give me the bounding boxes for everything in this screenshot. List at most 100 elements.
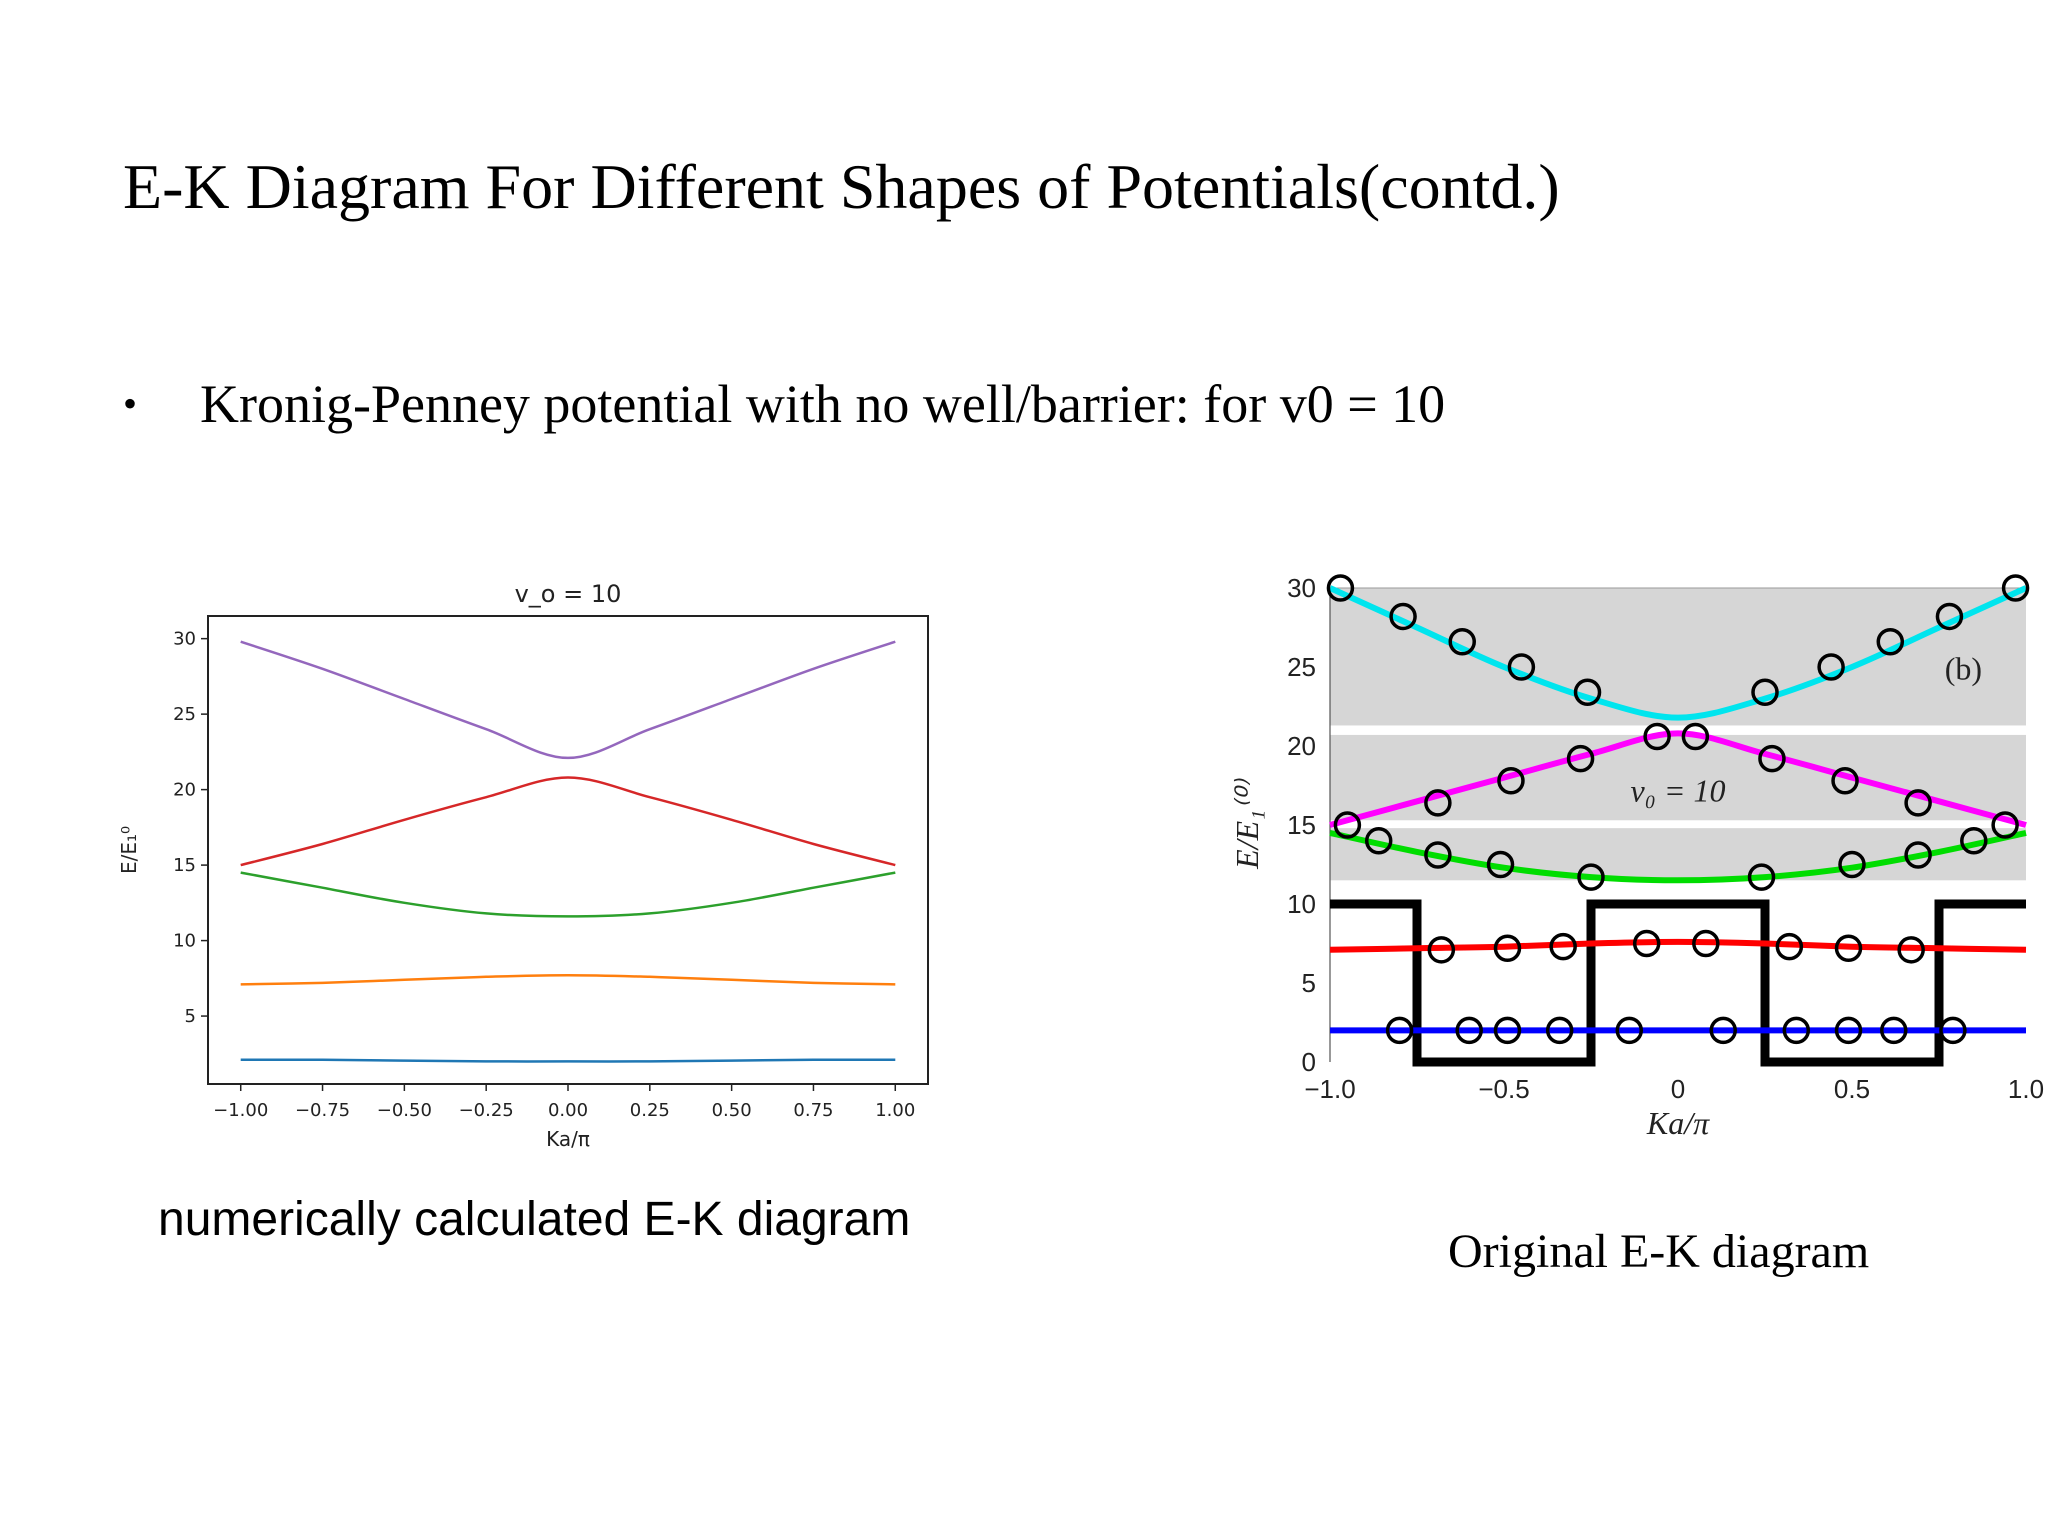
data-marker xyxy=(1549,932,1577,961)
data-marker xyxy=(1834,1016,1863,1045)
data-marker xyxy=(1758,744,1786,773)
allowed-band-2 xyxy=(1330,734,2026,821)
band-curve-5 xyxy=(1328,585,2028,721)
x-tick-label: 0.5 xyxy=(1834,1074,1870,1104)
y-tick-label: 25 xyxy=(1287,652,1316,682)
data-marker xyxy=(1427,936,1456,964)
data-marker xyxy=(1326,574,1355,602)
data-marker xyxy=(1782,1016,1811,1045)
original-ek-chart: −1.0 −0.5 0 0.5 1.0 0 5 10 15 20 25 30 Ka/π E/E₁⁽⁰⁾ (b… xyxy=(1229,573,2044,1141)
data-marker xyxy=(1493,1016,1522,1045)
bullet-symbol: • xyxy=(123,381,138,426)
x-tick-label: −0.75 xyxy=(295,1100,350,1121)
data-marker xyxy=(1389,602,1417,631)
data-marker xyxy=(1573,678,1602,707)
data-marker xyxy=(1904,789,1932,817)
data-marker xyxy=(1831,767,1859,795)
y-tick-label: 30 xyxy=(173,629,196,650)
y-tick-label: 0 xyxy=(1302,1047,1316,1077)
slide-title: E-K Diagram For Different Shapes of Pote… xyxy=(123,151,1560,222)
data-marker xyxy=(2001,574,2030,602)
data-marker xyxy=(1817,653,1845,681)
band-curve-4 xyxy=(1329,730,2027,828)
x-tick-label: −0.25 xyxy=(459,1100,514,1121)
y-tick-label: 25 xyxy=(173,704,196,725)
y-tick-label: 10 xyxy=(173,931,196,952)
data-marker xyxy=(1991,811,2019,839)
x-tick-label: 0 xyxy=(1671,1074,1685,1104)
y-tick-label: 20 xyxy=(173,780,196,801)
data-marker xyxy=(1448,627,1476,656)
potential-profile xyxy=(1330,899,2026,1067)
data-marker xyxy=(1545,1016,1574,1045)
data-marker xyxy=(1615,1016,1644,1045)
bullet-text: Kronig-Penney potential with no well/bar… xyxy=(200,374,1446,434)
v0-annotation: v₀ = 10 xyxy=(1631,772,1726,808)
panel-label: (b) xyxy=(1945,651,1982,687)
data-marker xyxy=(1834,934,1863,962)
x-tick-label: 0.25 xyxy=(630,1100,670,1121)
x-tick-label: −0.50 xyxy=(377,1100,432,1121)
data-marker xyxy=(1364,827,1393,855)
band-line-1 xyxy=(240,1058,896,1063)
y-tick-label: 5 xyxy=(1302,968,1316,998)
y-tick-label: 20 xyxy=(1287,731,1316,761)
data-marker xyxy=(1747,863,1776,891)
band-line-4 xyxy=(240,776,896,867)
band-line-5 xyxy=(240,640,896,760)
x-tick-label: −0.5 xyxy=(1478,1074,1529,1104)
band-curve-2 xyxy=(1329,938,2027,953)
data-marker xyxy=(1960,827,1988,855)
data-marker xyxy=(1897,936,1925,964)
x-tick-label: 0.75 xyxy=(793,1100,833,1121)
data-marker xyxy=(1497,767,1525,795)
caption-original: Original E-K diagram xyxy=(1448,1225,1870,1278)
data-marker xyxy=(1486,850,1515,879)
x-tick-label: 0.00 xyxy=(548,1100,588,1121)
allowed-band-3 xyxy=(1330,588,2026,726)
data-marker xyxy=(1681,722,1710,751)
data-marker xyxy=(1493,934,1522,962)
y-tick-label: 10 xyxy=(1287,889,1316,919)
y-tick-label: 15 xyxy=(173,855,196,876)
allowed-band-1 xyxy=(1330,828,2026,881)
data-marker xyxy=(1455,1016,1483,1045)
data-marker xyxy=(1904,841,1932,869)
data-marker xyxy=(1507,653,1536,681)
x-tick-label: 0.50 xyxy=(712,1100,752,1121)
x-tick-label: −1.0 xyxy=(1304,1074,1355,1104)
data-marker xyxy=(1385,1016,1414,1045)
x-tick-label: 1.00 xyxy=(875,1100,915,1121)
x-axis-label: Ka/π xyxy=(546,1127,590,1151)
data-marker xyxy=(1577,863,1605,891)
data-marker xyxy=(1939,1016,1967,1045)
data-marker xyxy=(1876,627,1905,656)
plot-frame xyxy=(207,615,929,1085)
band-curve-3 xyxy=(1329,829,2027,884)
data-marker xyxy=(1632,929,1661,958)
data-marker xyxy=(1775,932,1804,961)
band-line-2 xyxy=(240,974,896,986)
data-marker xyxy=(1709,1016,1737,1045)
data-marker xyxy=(1692,929,1720,958)
data-marker xyxy=(1333,811,1362,839)
data-marker xyxy=(1935,602,1964,631)
data-marker xyxy=(1880,1016,1908,1045)
y-axis-label: E/E₁⁰ xyxy=(117,826,141,874)
data-marker xyxy=(1643,722,1671,751)
y-tick-label: 15 xyxy=(1287,810,1316,840)
band-line-3 xyxy=(240,871,896,918)
y-axis-label: E/E₁⁽⁰⁾ xyxy=(1229,778,1265,870)
data-marker xyxy=(1751,678,1779,707)
y-tick-label: 30 xyxy=(1287,573,1316,603)
numerical-ek-chart: −1.00 −0.75 −0.50 −0.25 0.00 0.25 0.50 0.75 1.00… xyxy=(117,580,929,1151)
x-axis-label: Ka/π xyxy=(1646,1105,1710,1141)
data-marker xyxy=(1566,744,1595,773)
x-tick-label: 1.0 xyxy=(2008,1074,2044,1104)
data-marker xyxy=(1424,789,1452,817)
chart-title: v_o = 10 xyxy=(515,580,622,608)
y-tick-label: 5 xyxy=(185,1006,196,1027)
x-tick-label: −1.00 xyxy=(213,1100,268,1121)
data-marker xyxy=(1838,850,1866,879)
caption-numerical: numerically calculated E-K diagram xyxy=(158,1193,911,1246)
